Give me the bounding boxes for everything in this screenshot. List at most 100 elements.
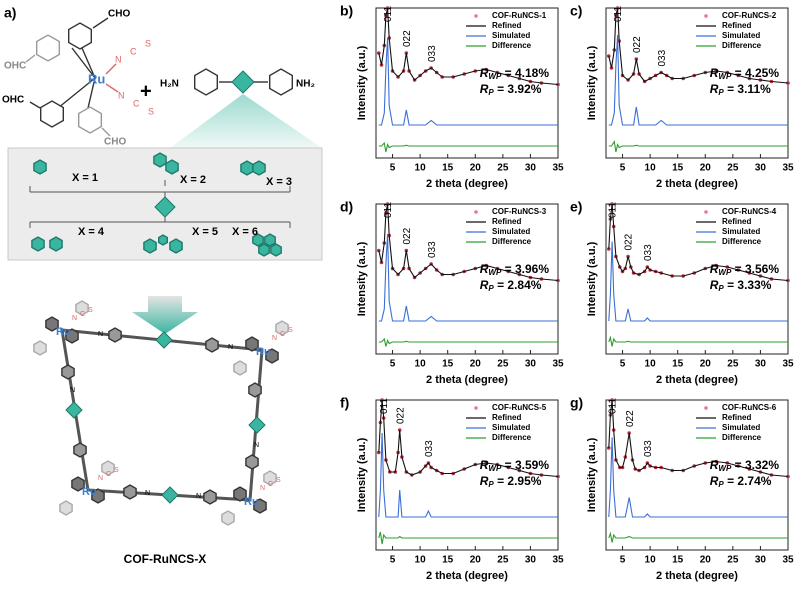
- ring: [248, 382, 262, 398]
- legend-label: Simulated: [722, 423, 760, 432]
- bond: [105, 83, 119, 93]
- x-axis-label: 2 theta (degree): [426, 570, 508, 582]
- stat-subscript: P: [718, 480, 724, 489]
- ring: [245, 454, 259, 470]
- series-line: [608, 139, 788, 153]
- peak-label: 033: [643, 440, 654, 457]
- label: N: [228, 344, 233, 351]
- series-line: [378, 37, 558, 126]
- x-tick-label: 10: [645, 359, 657, 370]
- x-axis-label: 2 theta (degree): [656, 570, 738, 582]
- stat-symbol: R: [710, 278, 719, 292]
- ring: [108, 327, 122, 343]
- series-line: [378, 337, 558, 347]
- label: N: [272, 335, 277, 342]
- label: S: [276, 477, 281, 484]
- panel-label: f): [340, 395, 349, 411]
- label: S: [88, 307, 93, 314]
- fit-statistic: RWP = 3.32%: [710, 458, 780, 473]
- ring: [33, 159, 47, 175]
- series-line: [378, 531, 558, 545]
- legend-label: Difference: [722, 41, 762, 50]
- series-line: [608, 531, 788, 543]
- legend-label: Difference: [492, 237, 532, 246]
- ring: [233, 360, 247, 376]
- panel-label: c): [570, 3, 582, 19]
- peak-label: 011: [608, 202, 619, 218]
- ring: [193, 68, 219, 96]
- label: S: [288, 327, 293, 334]
- stat-symbol: R: [710, 262, 719, 276]
- x-tick-label: 25: [727, 359, 739, 370]
- bond: [105, 63, 117, 75]
- panel-label: d): [340, 199, 353, 215]
- linker-diamond: [154, 196, 176, 218]
- x-tick-label: 30: [755, 163, 767, 174]
- xrd-chart: e) Intensity (a.u.) 2 theta (degree) 5 10 15 2…: [570, 199, 794, 386]
- label: C: [80, 311, 85, 318]
- label: CHO: [108, 9, 130, 20]
- x-tick-label: 5: [390, 359, 396, 370]
- ring: [91, 488, 105, 504]
- label: X = 6: [232, 226, 258, 238]
- ring: [252, 160, 266, 176]
- linker-diamond: [155, 331, 173, 349]
- fit-statistic: RWP = 3.96%: [480, 262, 550, 277]
- ring: [123, 484, 137, 500]
- panel-label: b): [340, 3, 353, 19]
- legend-label: Difference: [722, 237, 762, 246]
- stat-symbol: R: [480, 474, 489, 488]
- legend-label: Refined: [722, 217, 751, 226]
- stat-subscript: P: [488, 88, 494, 97]
- x-tick-label: 35: [782, 359, 794, 370]
- ring: [253, 498, 267, 514]
- x-axis-label: 2 theta (degree): [426, 178, 508, 190]
- ring: [205, 337, 219, 353]
- legend-swatch: [474, 14, 478, 18]
- series-line: [608, 437, 788, 518]
- stat-value: = 2.74%: [724, 474, 772, 488]
- stat-symbol: R: [480, 278, 489, 292]
- stat-subscript: WP: [488, 268, 502, 277]
- legend-label: Refined: [492, 21, 521, 30]
- x-tick-label: 20: [700, 555, 712, 566]
- ring: [101, 460, 115, 476]
- ring: [265, 348, 279, 364]
- xrd-chart: d) Intensity (a.u.) 2 theta (degree) 5 10 15 2…: [340, 199, 564, 386]
- x-tick-label: 10: [415, 359, 427, 370]
- ring: [75, 300, 89, 316]
- series-line: [378, 141, 558, 153]
- peak-label: 022: [402, 30, 413, 47]
- stat-value: = 3.59%: [501, 458, 549, 472]
- label: X = 2: [180, 174, 206, 186]
- x-tick-label: 5: [390, 555, 396, 566]
- label: Ru: [88, 71, 105, 86]
- y-axis-label: Intensity (a.u.): [586, 437, 598, 512]
- x-tick-label: 20: [470, 359, 482, 370]
- stat-value: = 2.95%: [494, 474, 542, 488]
- ring: [67, 22, 93, 50]
- stat-value: = 4.25%: [731, 66, 779, 80]
- fit-statistic: RP = 3.11%: [710, 82, 771, 97]
- legend-label: Difference: [492, 41, 532, 50]
- x-tick-label: 30: [525, 555, 537, 566]
- legend-label: Refined: [492, 217, 521, 226]
- ring: [49, 236, 63, 252]
- reaction-arrow: [132, 296, 198, 334]
- label: S: [148, 106, 154, 116]
- x-tick-label: 5: [390, 163, 396, 174]
- legend-label: COF-RuNCS-6: [722, 403, 777, 412]
- peak-label: 033: [424, 440, 435, 457]
- linker-diamond: [231, 70, 255, 94]
- peak-label: 022: [395, 407, 406, 424]
- x-axis-label: 2 theta (degree): [656, 374, 738, 386]
- x-tick-label: 35: [552, 359, 564, 370]
- legend-swatch: [474, 406, 478, 410]
- ring: [270, 243, 282, 257]
- ring: [77, 106, 103, 134]
- x-tick-label: 25: [497, 359, 509, 370]
- stat-symbol: R: [710, 82, 719, 96]
- peak-label: 022: [402, 227, 413, 244]
- x-tick-label: 30: [755, 359, 767, 370]
- legend-swatch: [704, 210, 708, 214]
